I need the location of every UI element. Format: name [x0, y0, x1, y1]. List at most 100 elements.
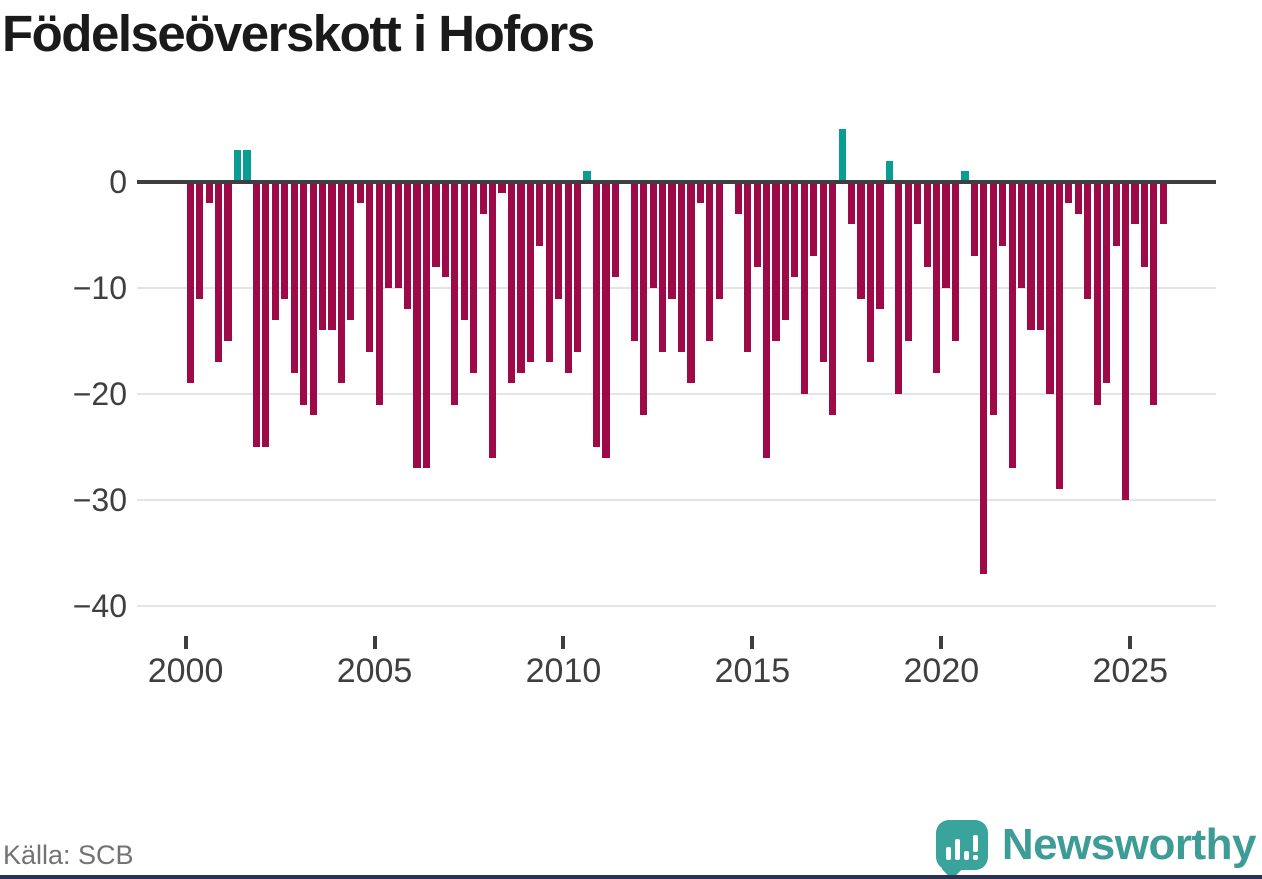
quarter-bar: [980, 184, 988, 575]
quarter-bar: [970, 184, 978, 257]
quarter-bar: [290, 184, 298, 373]
quarter-bar: [1036, 184, 1045, 331]
x-axis-tick-mark: [750, 636, 755, 649]
quarter-bar: [507, 184, 516, 384]
quarter-bar: [895, 184, 903, 394]
quarter-bar: [885, 160, 893, 180]
quarter-bar: [262, 184, 270, 447]
quarter-bar: [1112, 184, 1120, 246]
quarter-bar: [583, 171, 591, 180]
quarter-bar: [791, 184, 799, 278]
quarter-bar: [819, 184, 827, 363]
quarter-bar: [696, 184, 705, 204]
quarter-bar: [498, 184, 506, 193]
quarter-bar: [205, 184, 213, 204]
logo-chart-bar-icon: [954, 839, 960, 860]
quarter-bar: [1121, 184, 1130, 500]
quarter-bar: [734, 184, 742, 214]
x-axis-tick-label: 2010: [525, 652, 602, 690]
quarter-bar: [1065, 184, 1073, 204]
quarter-bar: [252, 184, 261, 447]
quarter-bar: [772, 184, 780, 341]
quarter-bar: [243, 150, 251, 180]
quarter-bar: [1055, 184, 1063, 490]
quarter-bar: [989, 184, 997, 416]
quarter-bar: [366, 184, 374, 352]
quarter-bar: [1008, 184, 1016, 469]
quarter-bar: [1084, 184, 1092, 299]
x-axis-tick-label: 2025: [1092, 652, 1169, 690]
quarter-bar: [337, 184, 346, 384]
x-axis-tick-label: 2005: [336, 652, 413, 690]
quarter-bar: [422, 184, 431, 469]
zero-axis-line: [137, 180, 1216, 184]
quarter-bar: [1131, 184, 1139, 225]
quarter-bar: [876, 184, 884, 310]
logo-chart-bar-icon: [945, 847, 951, 860]
quarter-bar: [394, 184, 402, 288]
quarter-bar: [829, 184, 837, 416]
y-axis-tick-label: −40: [72, 588, 127, 624]
quarter-bar: [451, 184, 459, 405]
quarter-bar: [640, 184, 648, 416]
quarter-bar: [545, 184, 553, 363]
quarter-bar: [942, 184, 950, 288]
quarter-bar: [611, 184, 619, 278]
quarter-bar: [309, 184, 317, 416]
logo-chart-bar-icon: [963, 851, 969, 860]
quarter-bar: [951, 184, 960, 341]
grid-line: [137, 287, 1216, 289]
quarter-bar: [744, 184, 752, 352]
quarter-bar: [1027, 184, 1035, 331]
quarter-bar: [668, 184, 676, 299]
quarter-bar: [1093, 184, 1101, 405]
quarter-bar: [677, 184, 686, 352]
quarter-bar: [555, 184, 563, 299]
quarter-bar: [857, 184, 865, 299]
quarter-bar: [233, 150, 242, 180]
quarter-bar: [706, 184, 714, 341]
x-axis-tick-mark: [939, 636, 944, 649]
quarter-bar: [866, 184, 875, 363]
y-axis-tick-label: −30: [72, 482, 127, 518]
quarter-bar: [375, 184, 383, 405]
quarter-bar: [517, 184, 525, 373]
quarter-bar: [479, 184, 487, 214]
quarter-bar: [300, 184, 308, 405]
x-axis-tick-label: 2000: [147, 652, 224, 690]
quarter-bar: [1018, 184, 1026, 288]
quarter-bar: [413, 184, 421, 469]
quarter-bar: [762, 184, 771, 458]
quarter-bar: [1150, 184, 1158, 405]
quarter-bar: [271, 184, 279, 320]
quarter-bar: [186, 184, 194, 384]
quarter-bar: [999, 184, 1007, 246]
quarter-bar: [649, 184, 657, 288]
x-axis-tick-label: 2020: [903, 652, 980, 690]
y-axis-tick-label: −10: [72, 270, 127, 306]
quarter-bar: [602, 184, 610, 458]
x-axis-tick-mark: [1128, 636, 1133, 649]
y-axis-tick-label: −20: [72, 376, 127, 412]
quarter-bar: [385, 184, 393, 288]
quarter-bar: [715, 184, 723, 299]
quarter-bar: [933, 184, 941, 373]
quarter-bar: [224, 184, 232, 341]
quarter-bar: [687, 184, 695, 384]
quarter-bar: [592, 184, 601, 447]
quarter-bar: [470, 184, 478, 373]
quarter-bar: [1074, 184, 1082, 214]
quarter-bar: [526, 184, 534, 363]
quarter-bar: [781, 184, 790, 320]
quarter-bar: [904, 184, 912, 341]
x-axis-tick-label: 2015: [714, 652, 791, 690]
quarter-bar: [630, 184, 638, 341]
newsworthy-logo-icon: [935, 820, 988, 879]
quarter-bar: [536, 184, 544, 246]
quarter-bar: [318, 184, 327, 331]
quarter-bar: [914, 184, 922, 225]
quarter-bar: [923, 184, 931, 267]
quarter-bar: [810, 184, 818, 257]
quarter-bar: [215, 184, 223, 363]
quarter-bar: [574, 184, 582, 352]
